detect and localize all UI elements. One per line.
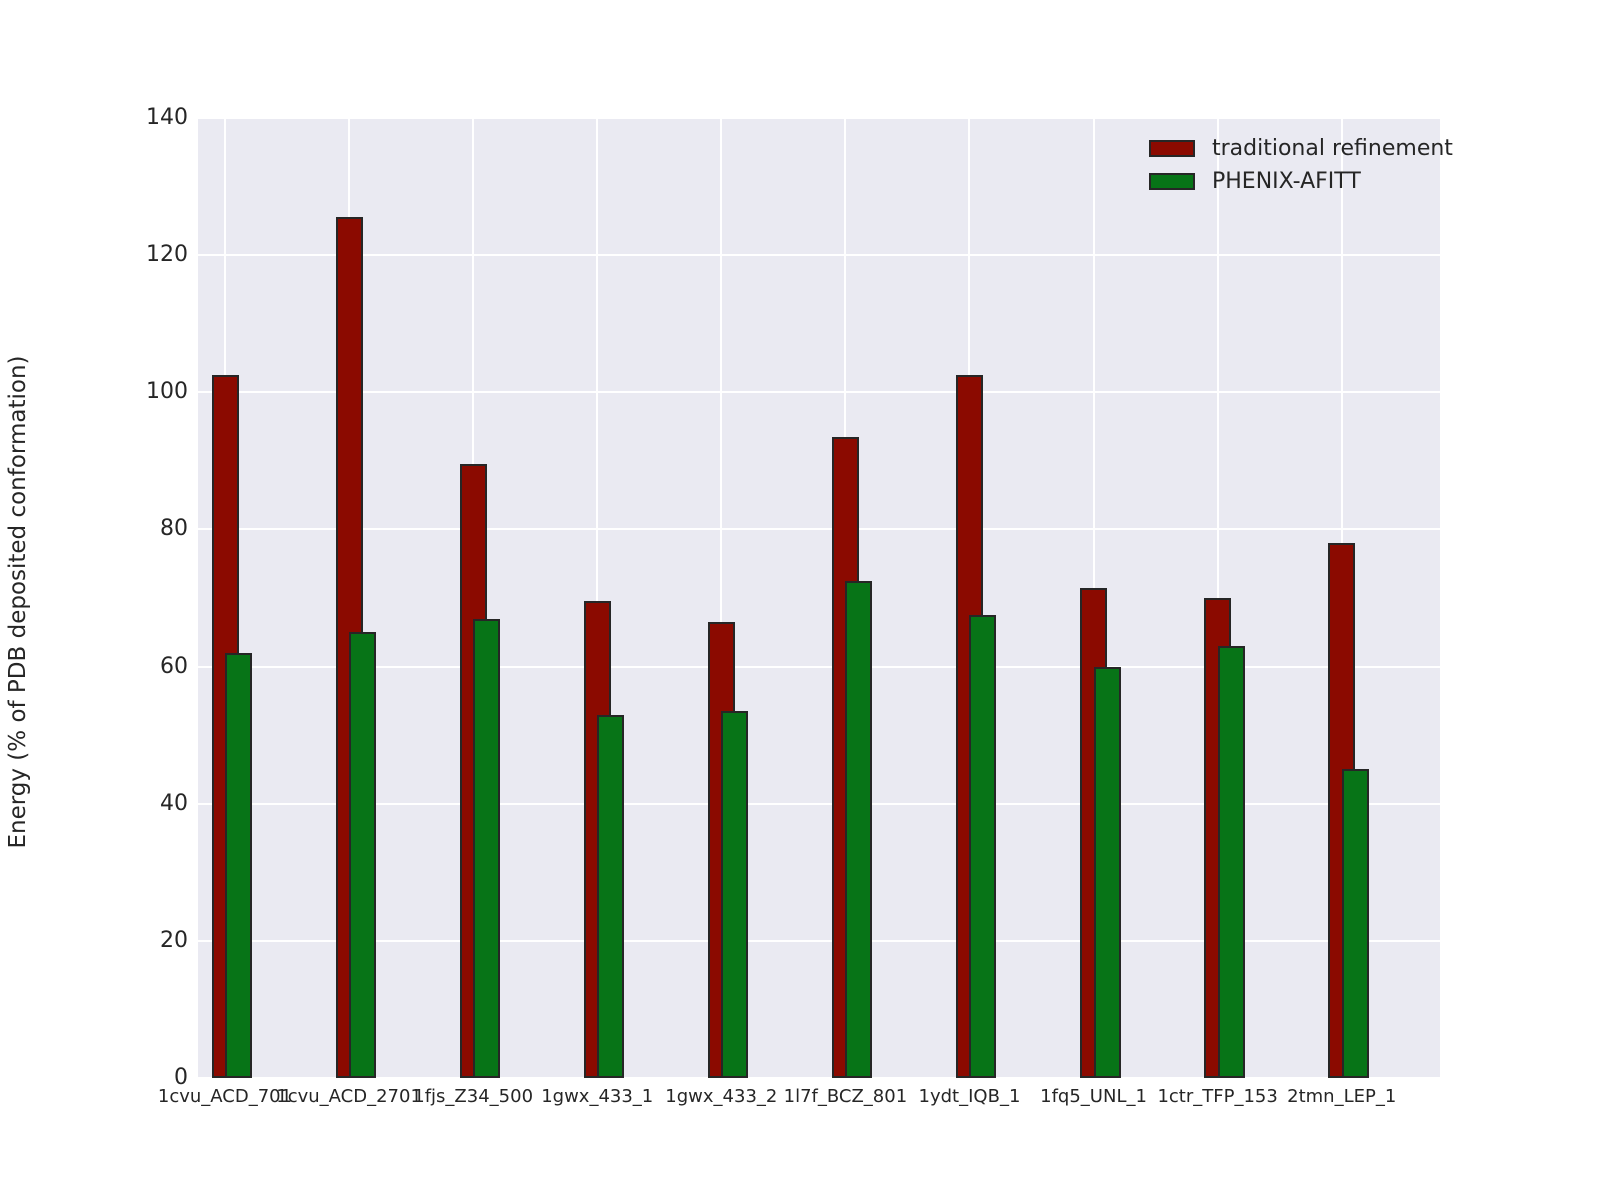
x-tick-label: 1cvu_ACD_2701 (276, 1086, 422, 1107)
x-tick-label: 1cvu_ACD_701 (157, 1086, 293, 1107)
legend-label: traditional refinement (1212, 136, 1453, 161)
x-tick-label: 2tmn_LEP_1 (1287, 1086, 1397, 1107)
x-tick-label: 1gwx_433_2 (665, 1086, 778, 1107)
y-tick-label: 80 (160, 516, 188, 542)
v-gridline (596, 118, 599, 1078)
h-gridline (198, 528, 1440, 531)
legend-swatch (1149, 140, 1195, 157)
h-gridline (198, 254, 1440, 257)
y-tick-label: 0 (174, 1065, 188, 1090)
y-tick-label: 60 (160, 653, 188, 679)
legend-swatch (1149, 173, 1195, 190)
y-tick-label: 40 (160, 790, 188, 816)
x-tick-label: 1ctr_TFP_153 (1157, 1086, 1278, 1107)
bar-phenix-1fjs_Z34_500 (473, 618, 501, 1078)
h-gridline (198, 391, 1440, 394)
y-axis-label: Energy (% of PDB deposited conformation) (5, 355, 31, 849)
x-tick-label: 1fq5_UNL_1 (1040, 1086, 1147, 1107)
x-tick-label: 1l7f_BCZ_801 (783, 1086, 908, 1107)
v-gridline (720, 118, 723, 1078)
bar-phenix-1ctr_TFP_153 (1217, 646, 1245, 1078)
bar-phenix-1fq5_UNL_1 (1093, 666, 1121, 1078)
y-tick-label: 100 (146, 379, 188, 405)
bar-phenix-1gwx_433_2 (721, 711, 749, 1078)
legend-item: traditional refinement (1149, 132, 1453, 165)
legend-item: PHENIX-AFITT (1149, 165, 1453, 198)
y-tick-label: 120 (146, 242, 188, 268)
bar-phenix-1cvu_ACD_701 (225, 652, 252, 1078)
bar-phenix-2tmn_LEP_1 (1341, 769, 1369, 1078)
bar-phenix-1cvu_ACD_2701 (349, 632, 377, 1078)
x-tick-label: 1ydt_IQB_1 (918, 1086, 1021, 1107)
h-gridline (198, 802, 1440, 805)
plot-area (198, 117, 1440, 1079)
h-gridline (198, 939, 1440, 942)
y-tick-label: 20 (160, 927, 188, 953)
bar-phenix-1l7f_BCZ_801 (845, 580, 873, 1078)
y-tick-label: 140 (146, 105, 188, 130)
h-gridline (198, 117, 1440, 119)
legend: traditional refinement PHENIX-AFITT (1149, 132, 1453, 198)
x-tick-label: 1fjs_Z34_500 (413, 1086, 534, 1107)
bar-phenix-1ydt_IQB_1 (969, 615, 997, 1078)
h-gridline (198, 1077, 1440, 1079)
legend-label: PHENIX-AFITT (1212, 169, 1361, 194)
x-tick-label: 1gwx_433_1 (541, 1086, 654, 1107)
h-gridline (198, 665, 1440, 668)
bar-phenix-1gwx_433_1 (597, 714, 625, 1078)
